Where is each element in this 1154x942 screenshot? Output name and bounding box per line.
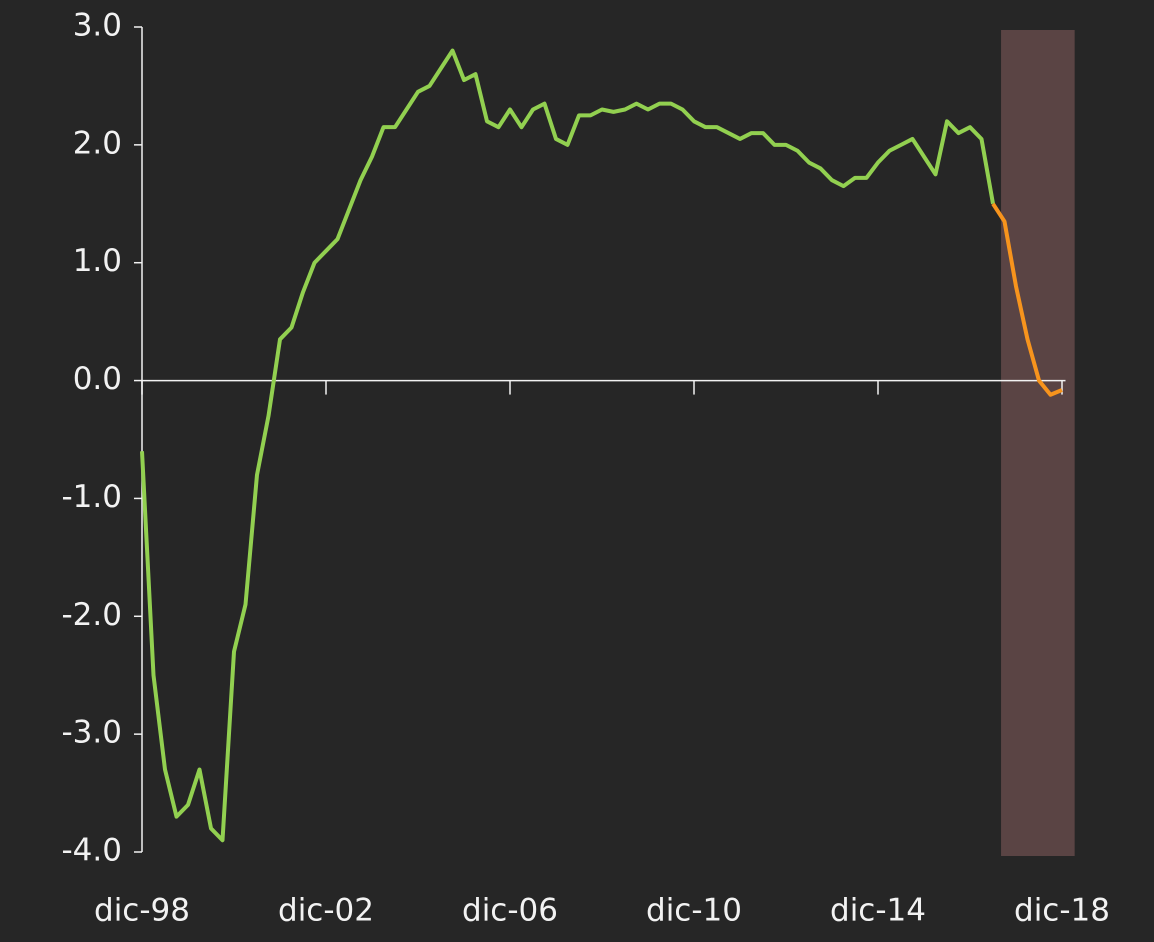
- x-tick-label: dic-98: [94, 893, 190, 929]
- y-tick-label: 3.0: [73, 8, 122, 44]
- x-tick-label: dic-14: [830, 893, 926, 929]
- x-tick-label: dic-06: [462, 893, 558, 929]
- x-tick-label: dic-02: [278, 893, 374, 929]
- shaded-region: [1001, 30, 1075, 856]
- x-tick-label: dic-18: [1014, 893, 1110, 929]
- y-tick-label: -2.0: [62, 597, 123, 633]
- y-tick-label: 1.0: [73, 243, 122, 279]
- y-tick-label: -1.0: [62, 479, 123, 515]
- series-line: [991, 202, 1063, 397]
- y-tick-label: -4.0: [62, 833, 123, 869]
- x-tick-label: dic-10: [646, 893, 742, 929]
- y-tick-label: 0.0: [73, 361, 122, 397]
- y-tick-label: 2.0: [73, 125, 122, 161]
- y-tick-label: -3.0: [62, 715, 123, 751]
- series-line: [140, 48, 995, 843]
